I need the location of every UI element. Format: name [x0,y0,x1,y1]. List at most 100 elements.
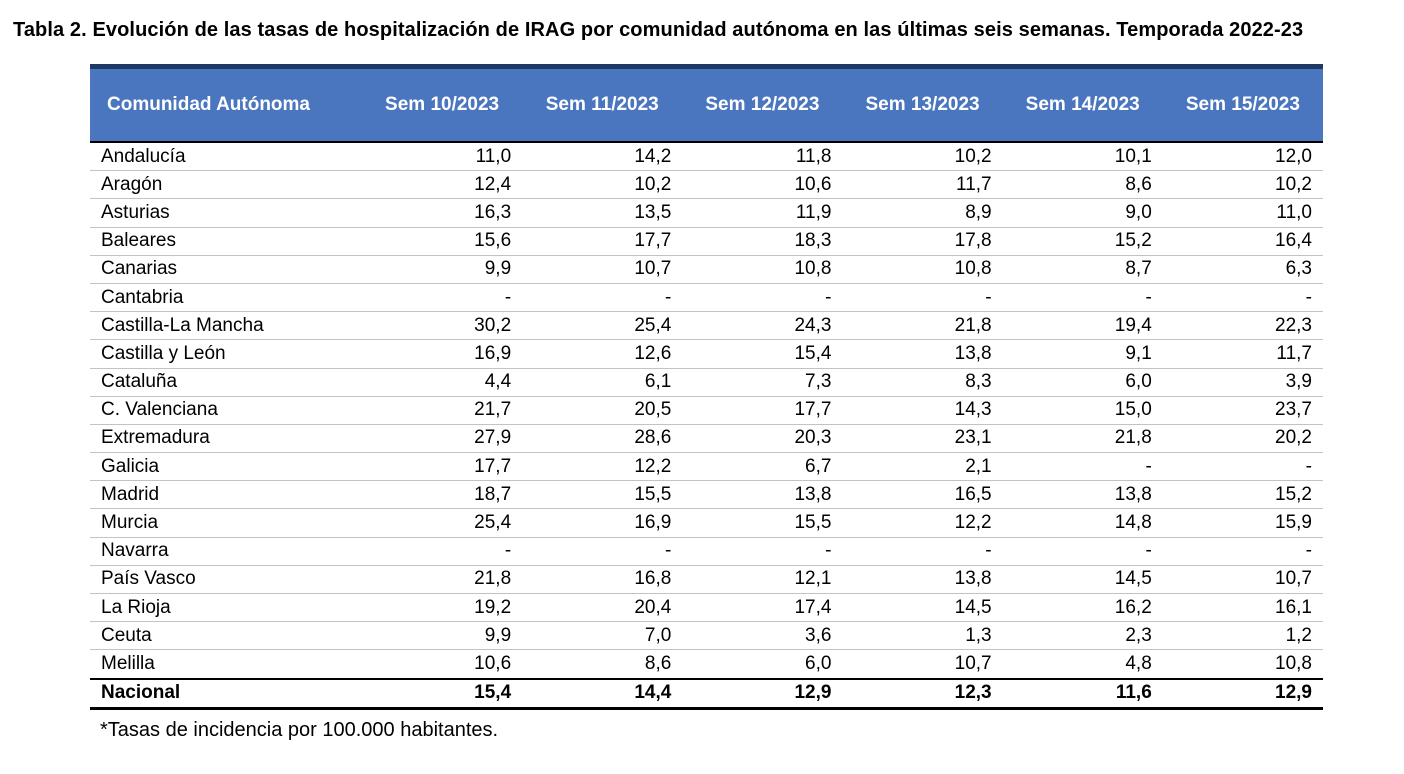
row-label: Baleares [90,227,362,256]
rate-cell: 14,2 [522,142,683,172]
rate-cell: 13,5 [522,198,683,228]
rate-cell: 8,3 [842,368,1003,397]
table-row: Canarias 9,9 10,7 10,8 10,8 8,7 6,3 [90,255,1323,284]
rate-cell: 12,2 [522,452,683,482]
rate-cell: 16,9 [362,339,523,369]
rate-cell: 20,4 [522,593,683,623]
rate-cell: - [522,537,683,566]
rate-cell: 10,2 [522,170,683,200]
rate-cell: 4,4 [362,368,523,397]
rate-cell: 12,9 [1162,677,1323,710]
rate-cell: 15,0 [1002,396,1163,425]
rate-cell: 19,4 [1002,311,1163,341]
rate-cell: - [362,283,523,313]
row-label: País Vasco [90,565,362,595]
table-row: La Rioja 19,2 20,4 17,4 14,5 16,2 16,1 [90,593,1323,623]
rate-cell: 10,6 [362,649,523,680]
column-header-week: Sem 15/2023 [1162,64,1323,143]
rate-cell: 15,5 [682,508,843,538]
rate-cell: 25,4 [362,508,523,538]
rate-cell: 8,9 [842,198,1003,228]
rate-cell: 11,0 [1162,198,1323,228]
rate-cell: 28,6 [522,424,683,454]
rate-cell: 10,7 [1162,565,1323,595]
rate-cell: 10,2 [842,142,1003,172]
table-row: Madrid 18,7 15,5 13,8 16,5 13,8 15,2 [90,480,1323,510]
rate-cell: 20,3 [682,424,843,454]
rate-cell: - [1002,283,1163,313]
table-row: Navarra - - - - - - [90,537,1323,566]
rate-cell: 18,3 [682,227,843,256]
row-label: Cataluña [90,368,362,397]
table-row: Castilla y León 16,9 12,6 15,4 13,8 9,1 11,7 [90,339,1323,369]
rate-cell: 9,9 [362,255,523,284]
rate-cell: 16,9 [522,508,683,538]
row-label: Aragón [90,170,362,200]
rate-cell: 12,9 [682,677,843,710]
row-label: Murcia [90,508,362,538]
rate-cell: - [842,537,1003,566]
rate-cell: 8,6 [522,649,683,680]
rate-cell: 10,8 [1162,649,1323,680]
table-row: Andalucía 11,0 14,2 11,8 10,2 10,1 12,0 [90,142,1323,172]
row-label: C. Valenciana [90,396,362,425]
table-row: Galicia 17,7 12,2 6,7 2,1- - [90,452,1323,482]
row-label: Extremadura [90,424,362,454]
rate-cell: 17,8 [842,227,1003,256]
rate-cell: 18,7 [362,480,523,510]
table-row: Cantabria - - - - - - [90,283,1323,313]
rate-cell: 16,1 [1162,593,1323,623]
rate-cell: 10,1 [1002,142,1163,172]
rate-cell: 10,7 [842,649,1003,680]
rate-cell: - [682,537,843,566]
table-row: Extremadura 27,9 28,6 20,3 23,1 21,8 20,2 [90,424,1323,454]
rate-cell: 10,8 [682,255,843,284]
rate-cell: - [1162,452,1323,482]
table-row: C. Valenciana 21,7 20,5 17,7 14,3 15,0 23,7 [90,396,1323,425]
row-label: La Rioja [90,593,362,623]
rate-cell: 17,7 [522,227,683,256]
rate-cell: 14,4 [522,677,683,710]
table-row: Murcia 25,4 16,9 15,5 12,2 14,8 15,9 [90,508,1323,538]
rate-cell: 6,1 [522,368,683,397]
rate-cell: 21,8 [1002,424,1163,454]
row-label: Melilla [90,649,362,680]
rate-cell: 7,0 [522,621,683,651]
rate-cell: 10,6 [682,170,843,200]
rate-cell: 17,4 [682,593,843,623]
row-label: Cantabria [90,283,362,313]
rate-cell: 15,6 [362,227,523,256]
column-header-week: Sem 14/2023 [1002,64,1163,143]
rate-cell: 15,2 [1002,227,1163,256]
rate-cell: 15,5 [522,480,683,510]
rate-cell: 15,9 [1162,508,1323,538]
rate-cell: 3,6 [682,621,843,651]
rate-cell: 6,7 [682,452,843,482]
rate-cell: 9,0 [1002,198,1163,228]
rate-cell: 8,7 [1002,255,1163,284]
rate-cell: 6,3 [1162,255,1323,284]
rate-cell: 20,5 [522,396,683,425]
rate-cell: 13,8 [842,339,1003,369]
rate-cell: 2,3 [1002,621,1163,651]
row-label: Canarias [90,255,362,284]
rate-cell: 22,3 [1162,311,1323,341]
rate-cell: 9,1 [1002,339,1163,369]
rate-cell: 25,4 [522,311,683,341]
rate-cell: 15,4 [682,339,843,369]
rate-cell: 11,6 [1002,677,1163,710]
rate-cell: 21,7 [362,396,523,425]
rate-cell: 16,5 [842,480,1003,510]
row-label: Castilla-La Mancha [90,311,362,341]
rate-cell: 11,8 [682,142,843,172]
rate-cell: 11,0 [362,142,523,172]
rate-cell: 16,2 [1002,593,1163,623]
rate-cell: 12,6 [522,339,683,369]
rate-cell: 15,4 [362,677,523,710]
rate-cell: 30,2 [362,311,523,341]
rate-cell: 12,3 [842,677,1003,710]
rate-cell: 23,7 [1162,396,1323,425]
rate-cell: 14,8 [1002,508,1163,538]
rate-cell: 10,2 [1162,170,1323,200]
rate-cell: 12,0 [1162,142,1323,172]
